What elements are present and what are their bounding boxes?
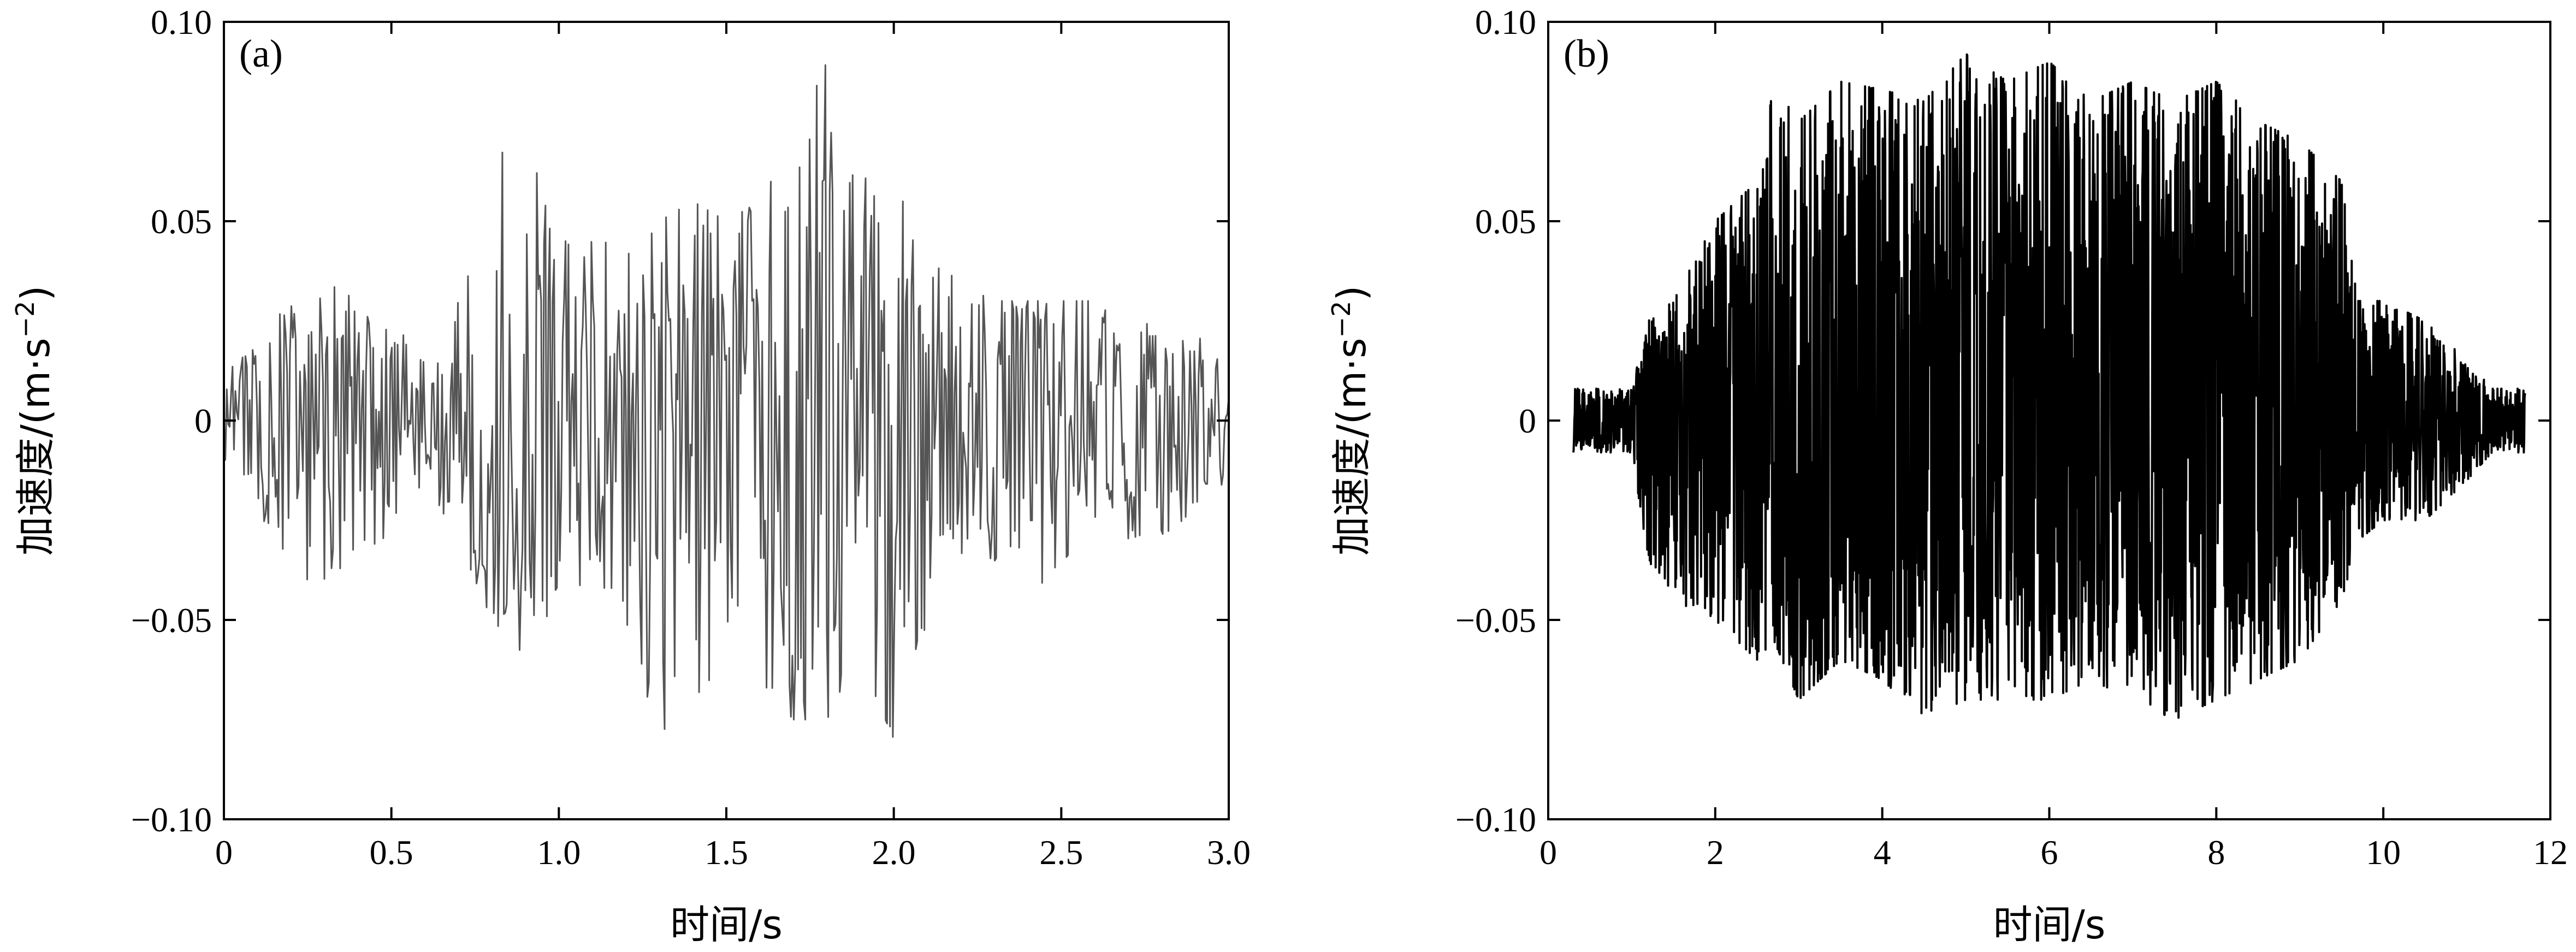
x-tick-label-b: 6: [2041, 833, 2058, 872]
y-tick-label-b: −0.05: [1455, 601, 1536, 640]
panel-label-b: (b): [1564, 32, 1609, 75]
y-axis-title-a: 加速度/(m·s−2): [10, 286, 58, 556]
y-axis-title-b: 加速度/(m·s−2): [1327, 286, 1375, 556]
acceleration-trace-b: [1572, 53, 2526, 719]
x-tick-label-b: 0: [1539, 833, 1557, 872]
y-tick-label-a: −0.10: [131, 800, 212, 839]
y-tick-label-a: 0: [194, 401, 212, 440]
y-tick-label-b: 0.05: [1475, 202, 1536, 241]
x-tick-label-b: 12: [2533, 833, 2568, 872]
y-tick-label-a: 0.05: [151, 202, 212, 241]
x-tick-label-b: 2: [1707, 833, 1724, 872]
chart-panel-a: 0 0.5 1.0 1.5 2.0 2.5 3.0 −0.10 −0.05 0 0.05 0.10 (a…: [10, 3, 1251, 948]
x-tick-label-a: 3.0: [1207, 833, 1251, 872]
y-tick-label-a: 0.10: [151, 3, 212, 42]
x-axis-title-b: 时间/s: [1993, 902, 2106, 948]
x-tick-label-b: 10: [2366, 833, 2401, 872]
y-tick-label-b: −0.10: [1455, 800, 1536, 839]
y-tick-label-b: 0: [1519, 401, 1536, 440]
x-tick-label-a: 2.5: [1039, 833, 1083, 872]
x-tick-label-a: 1.5: [704, 833, 748, 872]
chart-panel-b: 0 2 4 6 8 10 12 −0.10 −0.05 0 0.05 0.10 (b) 时间/s 加速度/(…: [1327, 3, 2568, 948]
x-tick-label-a: 0: [215, 833, 233, 872]
x-tick-label-a: 1.0: [537, 833, 581, 872]
x-tick-label-b: 8: [2207, 833, 2225, 872]
x-axis-title-a: 时间/s: [670, 902, 783, 948]
acceleration-trace-a: [223, 64, 1230, 738]
y-tick-label-b: 0.10: [1475, 3, 1536, 42]
y-tick-label-a: −0.05: [131, 601, 212, 640]
x-tick-label-a: 0.5: [370, 833, 413, 872]
x-tick-label-a: 2.0: [872, 833, 916, 872]
panel-label-a: (a): [239, 32, 283, 75]
x-tick-label-b: 4: [1874, 833, 1891, 872]
